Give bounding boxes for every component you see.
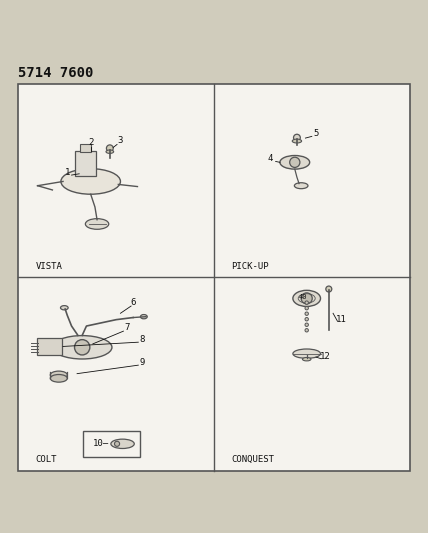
Circle shape — [305, 301, 309, 304]
Text: VISTA: VISTA — [36, 262, 62, 271]
FancyBboxPatch shape — [80, 143, 91, 152]
Ellipse shape — [294, 183, 308, 189]
Circle shape — [305, 312, 309, 316]
FancyBboxPatch shape — [83, 432, 140, 457]
Circle shape — [301, 293, 312, 304]
Text: 11: 11 — [336, 315, 347, 324]
Text: 3: 3 — [118, 136, 123, 145]
Text: 40: 40 — [299, 294, 308, 300]
Circle shape — [107, 145, 113, 152]
Text: 7: 7 — [124, 324, 130, 332]
Ellipse shape — [111, 439, 134, 448]
Ellipse shape — [52, 336, 112, 359]
Circle shape — [294, 134, 300, 141]
Text: 2: 2 — [88, 138, 93, 147]
Text: 8: 8 — [139, 335, 144, 344]
Circle shape — [305, 323, 309, 326]
Ellipse shape — [50, 375, 67, 382]
Ellipse shape — [293, 290, 321, 306]
Ellipse shape — [60, 305, 68, 310]
Ellipse shape — [280, 156, 310, 169]
Text: 9: 9 — [139, 358, 144, 367]
Circle shape — [326, 286, 332, 292]
Ellipse shape — [106, 150, 114, 154]
FancyBboxPatch shape — [18, 84, 410, 471]
Circle shape — [290, 157, 300, 167]
Text: 1: 1 — [65, 168, 70, 177]
Ellipse shape — [303, 358, 311, 361]
FancyBboxPatch shape — [37, 338, 62, 354]
Ellipse shape — [140, 314, 147, 319]
Text: 4: 4 — [268, 154, 273, 163]
Text: 10—: 10— — [93, 439, 109, 448]
Ellipse shape — [293, 349, 321, 358]
Text: CONQUEST: CONQUEST — [231, 455, 274, 464]
Text: 12: 12 — [320, 352, 331, 361]
Circle shape — [115, 441, 119, 446]
FancyBboxPatch shape — [75, 151, 96, 176]
Text: PICK-UP: PICK-UP — [231, 262, 269, 271]
Text: 6: 6 — [131, 298, 136, 307]
Circle shape — [305, 328, 309, 332]
Circle shape — [305, 318, 309, 321]
Ellipse shape — [61, 169, 120, 194]
Text: COLT: COLT — [36, 455, 57, 464]
Circle shape — [305, 306, 309, 310]
Ellipse shape — [292, 139, 302, 143]
Circle shape — [74, 340, 90, 355]
Text: 5714 7600: 5714 7600 — [18, 66, 94, 80]
Text: 5: 5 — [313, 128, 319, 138]
Ellipse shape — [50, 371, 67, 379]
Ellipse shape — [85, 219, 109, 229]
